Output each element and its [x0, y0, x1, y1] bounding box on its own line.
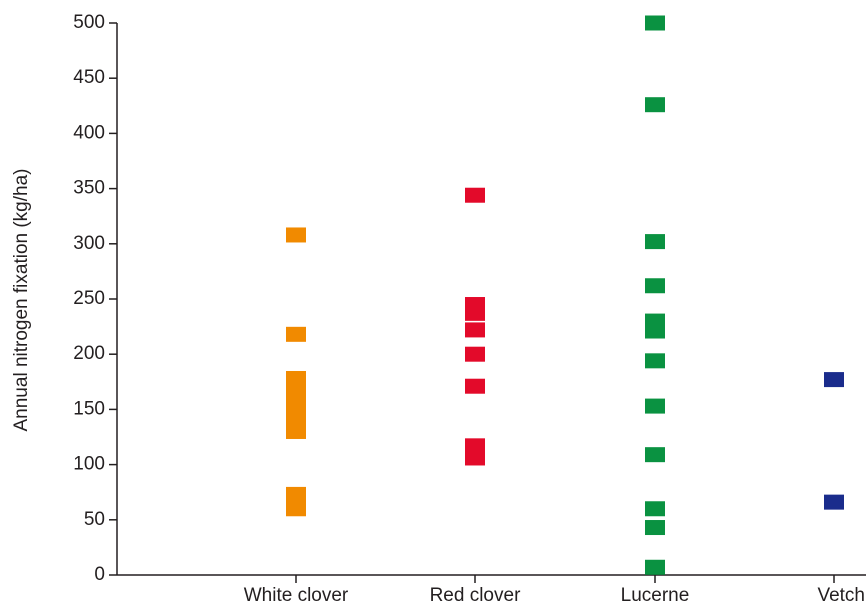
y-tick-label: 150 [73, 398, 105, 419]
y-tick-label: 100 [73, 454, 105, 475]
red-clover-point [465, 187, 485, 203]
y-tick-label: 300 [73, 233, 105, 254]
x-category-label: Vetch [817, 585, 865, 606]
x-category-label: Lucerne [621, 585, 690, 606]
white-clover-point [286, 501, 306, 517]
lucerne-point [645, 323, 665, 339]
x-category-label: Red clover [430, 585, 521, 606]
red-clover-point [465, 450, 485, 466]
x-categories: White clover Red clover Lucerne Vetch [244, 575, 865, 606]
lucerne-point [645, 501, 665, 517]
lucerne-point [645, 234, 665, 250]
lucerne-point [645, 398, 665, 414]
y-tick-label: 500 [73, 12, 105, 33]
white-clover-point [286, 423, 306, 439]
y-tick-label: 250 [73, 288, 105, 309]
axes [116, 23, 866, 576]
lucerne-point [645, 15, 665, 31]
y-tick-label: 200 [73, 343, 105, 364]
red-clover-point [465, 346, 485, 362]
y-tick-label: 50 [84, 509, 105, 530]
lucerne-point [645, 559, 665, 575]
y-tick-label: 350 [73, 178, 105, 199]
vetch-point [824, 494, 844, 510]
lucerne-point [645, 97, 665, 113]
red-clover-point [465, 438, 485, 454]
white-clover-point [286, 486, 306, 502]
data-points [286, 15, 844, 575]
red-clover-point [465, 322, 485, 338]
white-clover-point [286, 326, 306, 342]
y-tick-label: 0 [94, 564, 105, 585]
lucerne-point [645, 278, 665, 294]
lucerne-point [645, 353, 665, 369]
white-clover-point [286, 227, 306, 243]
red-clover-point [465, 378, 485, 394]
red-clover-point [465, 305, 485, 321]
x-category-label: White clover [244, 585, 349, 606]
y-axis-title: Annual nitrogen fixation (kg/ha) [11, 169, 32, 432]
y-tick-label: 450 [73, 67, 105, 88]
vetch-point [824, 372, 844, 388]
y-tick-label: 400 [73, 122, 105, 143]
lucerne-point [645, 447, 665, 463]
y-ticks: 0 50 100 150 200 250 300 350 400 450 500 [73, 12, 117, 585]
lucerne-point [645, 520, 665, 536]
